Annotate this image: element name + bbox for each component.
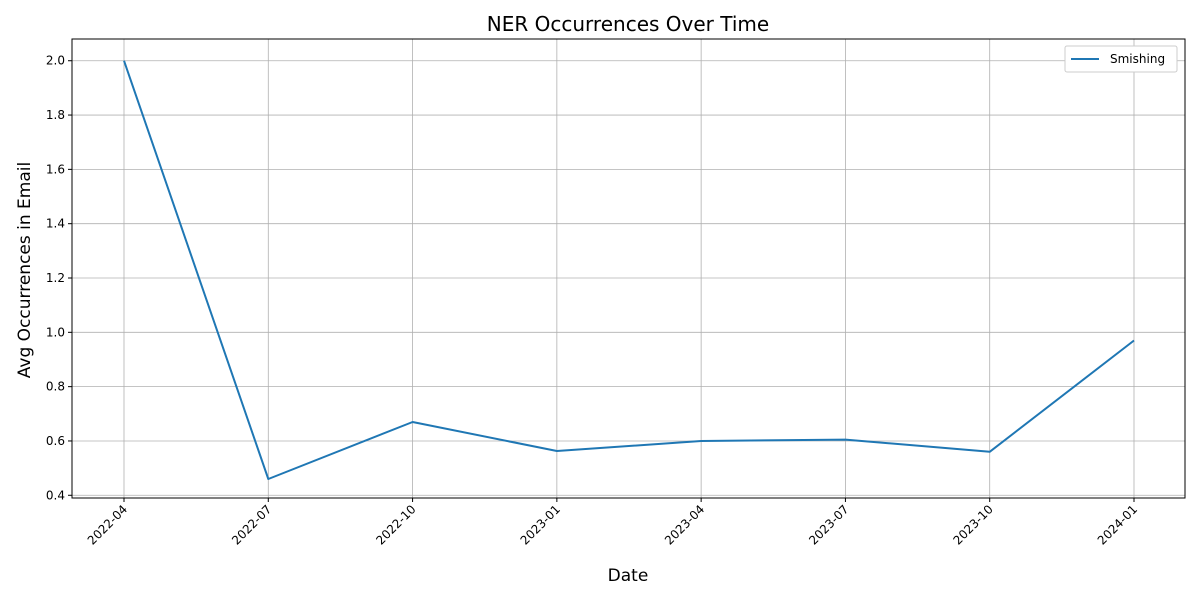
legend: Smishing [1064,45,1178,73]
data-point [700,440,702,442]
x-tick-label: 2022-04 [85,502,130,547]
y-axis-ticks: 0.4 0.6 0.8 1.0 1.2 1.4 1.6 1.8 2.0 [46,54,72,502]
data-point [123,60,125,62]
legend-label-smishing: Smishing [1110,52,1165,66]
y-tick-label: 0.4 [46,488,65,502]
x-tick-label: 2022-10 [373,502,418,547]
y-tick-label: 1.8 [46,108,65,122]
grid [72,39,1185,498]
data-point [1133,339,1135,341]
x-tick-label: 2022-07 [229,502,274,547]
legend-box [1064,45,1178,73]
series-layer [123,60,1135,480]
x-tick-label: 2023-10 [950,502,995,547]
x-axis-ticks: 2022-04 2022-07 2022-10 2023-01 2023-04 2023-… [85,498,1140,548]
data-point [844,439,846,441]
plot-frame [71,38,1186,499]
chart-title: NER Occurrences Over Time [487,12,769,36]
y-tick-label: 0.8 [46,380,65,394]
y-axis-title: Avg Occurrences in Email [15,162,35,378]
data-point [556,450,558,452]
x-tick-label: 2024-01 [1095,502,1140,547]
y-tick-label: 2.0 [46,54,65,68]
y-tick-label: 1.2 [46,271,65,285]
series-line-smishing [123,60,1135,480]
x-axis-title: Date [608,566,649,586]
x-tick-label: 2023-01 [518,502,563,547]
x-tick-label: 2023-04 [662,502,707,547]
data-point [412,421,414,423]
data-point [989,451,991,453]
y-tick-label: 1.0 [46,325,65,339]
y-tick-label: 0.6 [46,434,65,448]
x-tick-label: 2023-07 [806,502,851,547]
y-tick-label: 1.6 [46,162,65,176]
data-point [267,478,269,480]
y-tick-label: 1.4 [46,217,65,231]
